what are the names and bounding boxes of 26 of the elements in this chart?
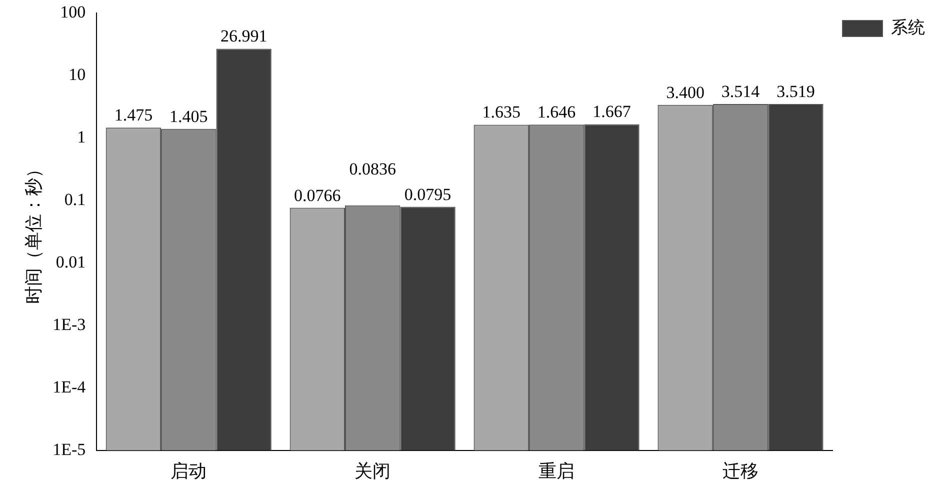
y-tick-label: 1E-5 (52, 440, 86, 459)
y-tick-label: 1E-3 (52, 314, 86, 334)
data-label: 0.0795 (404, 184, 452, 204)
y-tick-label: 0.01 (56, 252, 86, 272)
data-label: 0.0766 (294, 186, 341, 205)
data-label: 3.519 (776, 82, 815, 101)
x-tick-label: 重启 (538, 460, 575, 481)
data-label: 1.635 (482, 102, 520, 122)
y-tick-label: 0.1 (64, 190, 86, 210)
data-label: 1.646 (537, 102, 576, 122)
x-tick-label: 迁移 (722, 460, 759, 481)
data-label: 0.0836 (349, 159, 396, 178)
data-label: 1.475 (114, 106, 153, 125)
legend-label: 系统 (891, 18, 925, 37)
y-tick-label: 1 (77, 128, 86, 147)
x-tick-label: 启动 (170, 460, 207, 481)
y-tick-label: 10 (68, 65, 86, 84)
y-tick-label: 1E-4 (52, 377, 86, 396)
y-axis-title: 时间（单位：秒） (24, 160, 44, 304)
data-label: 3.400 (666, 82, 704, 102)
y-tick-label: 100 (60, 2, 86, 22)
data-label: 1.405 (170, 106, 208, 126)
data-label: 1.667 (592, 102, 632, 122)
data-label: 26.991 (220, 26, 268, 46)
x-tick-label: 关闭 (354, 460, 391, 481)
data-label: 3.514 (721, 82, 760, 101)
